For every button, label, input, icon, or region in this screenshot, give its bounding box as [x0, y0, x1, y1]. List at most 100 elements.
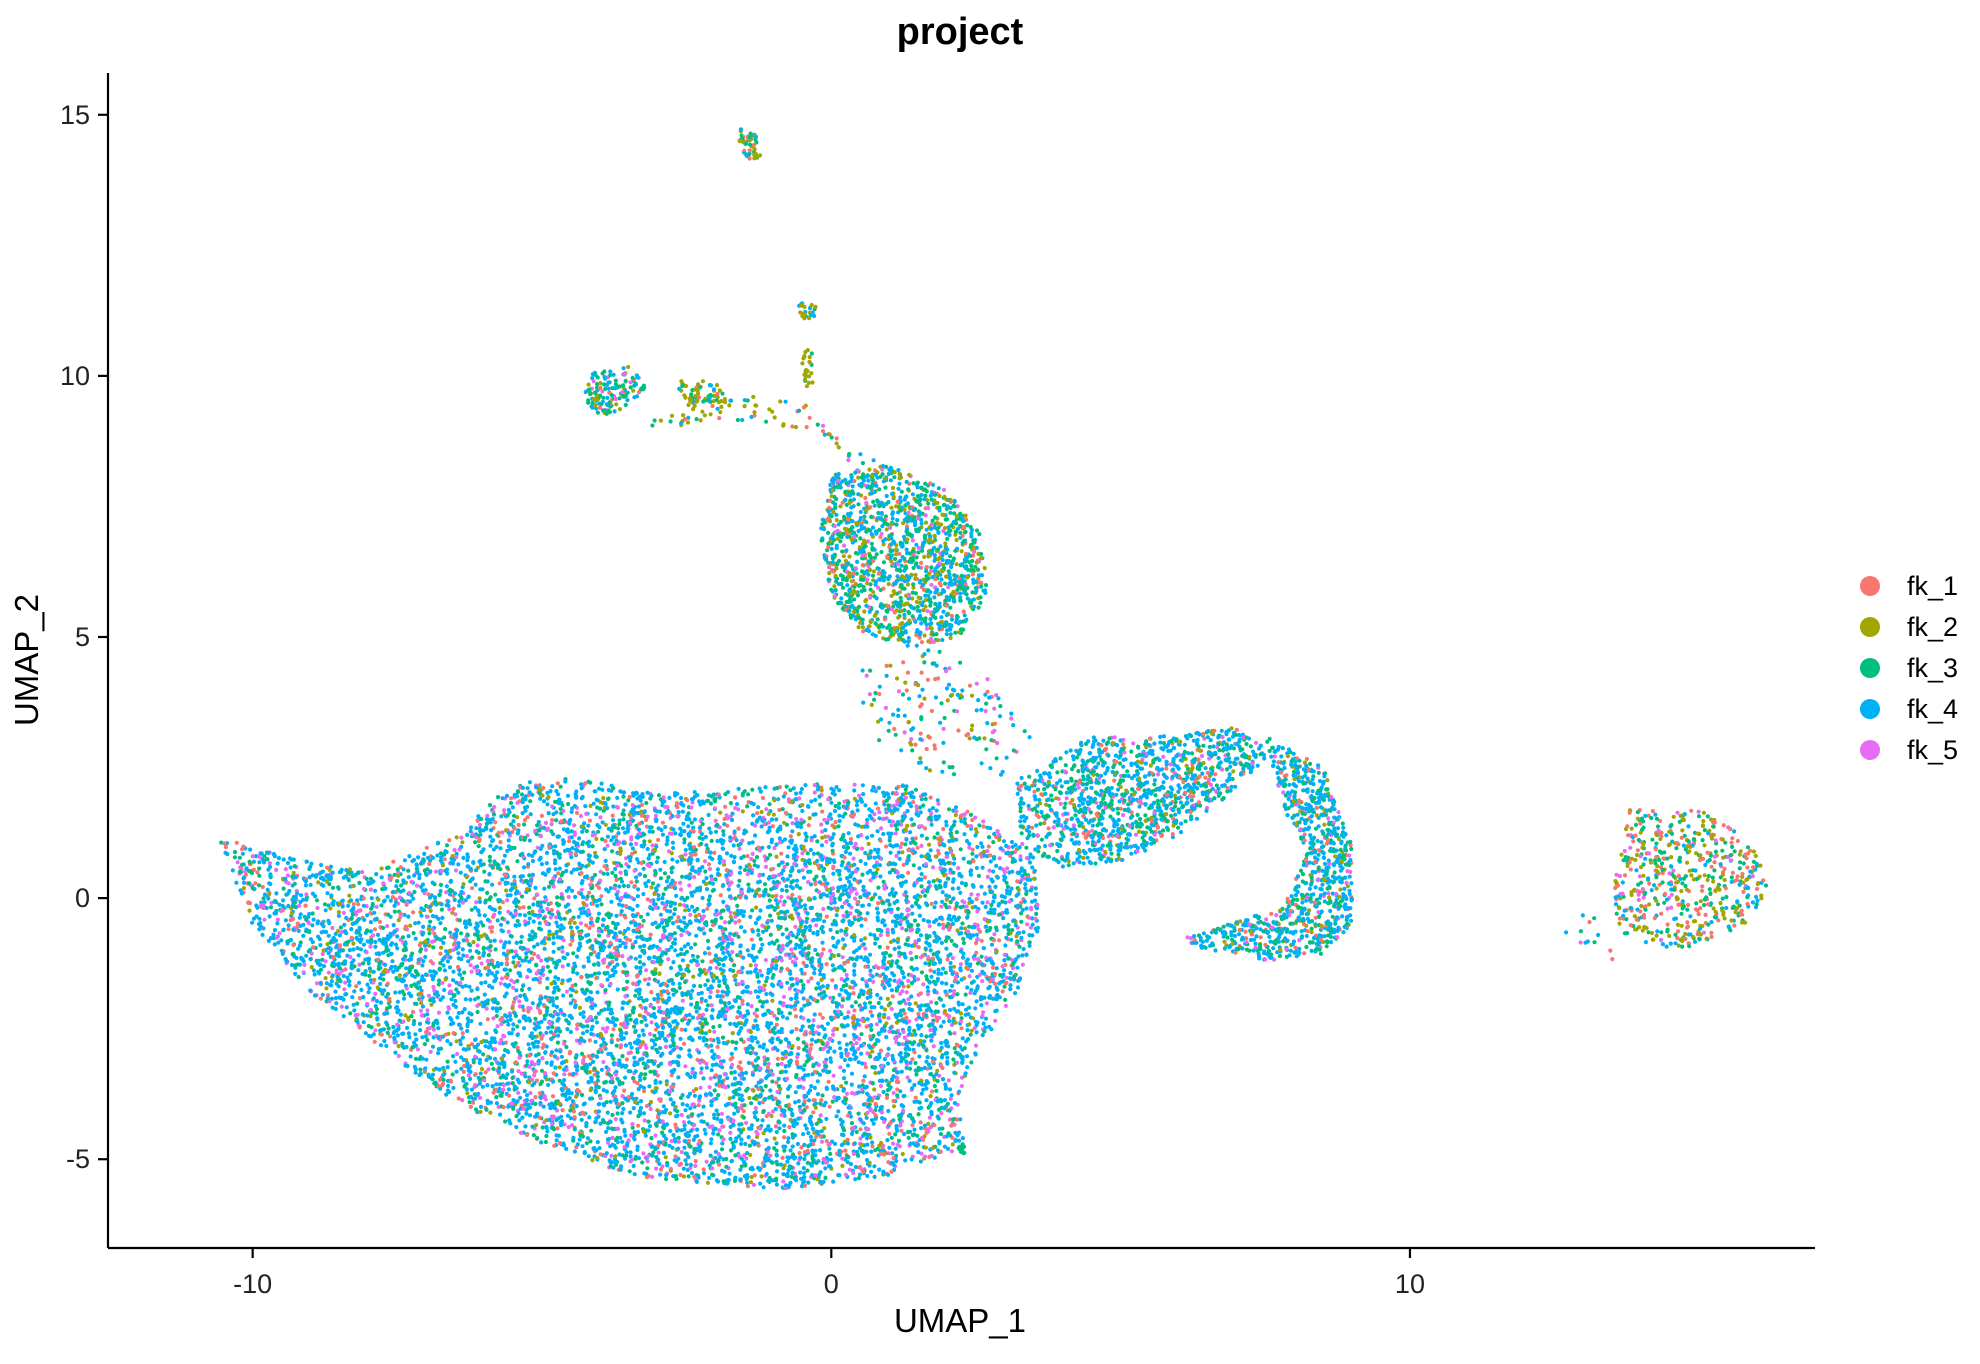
point-fk-4	[727, 1000, 732, 1006]
point-fk-3	[904, 927, 909, 933]
point-fk-4	[865, 817, 870, 823]
point-fk-4	[575, 1142, 580, 1147]
point-fk-1	[941, 826, 946, 832]
point-fk-4	[718, 994, 723, 999]
point-fk-5	[381, 881, 386, 886]
point-fk-1	[790, 892, 795, 898]
point-fk-4	[806, 1072, 811, 1078]
point-fk-2	[653, 1086, 658, 1091]
point-fk-4	[593, 1088, 598, 1093]
point-fk-2	[291, 870, 296, 875]
point-fk-4	[525, 1059, 530, 1064]
point-fk-3	[709, 838, 714, 844]
point-fk-4	[921, 917, 926, 923]
point-fk-5	[361, 886, 367, 892]
point-fk-4	[917, 1054, 922, 1059]
point-fk-5	[806, 979, 811, 984]
point-fk-3	[968, 812, 974, 818]
point-fk-4	[688, 1162, 694, 1167]
point-fk-4	[745, 1002, 750, 1007]
point-fk-5	[777, 899, 783, 904]
point-fk-5	[605, 1025, 610, 1030]
point-fk-4	[505, 920, 510, 925]
point-fk-3	[913, 1060, 918, 1066]
point-fk-3	[782, 1148, 787, 1153]
point-fk-4	[544, 850, 550, 856]
point-fk-4	[1008, 970, 1013, 976]
point-fk-4	[613, 1023, 618, 1028]
point-fk-4	[809, 1084, 814, 1089]
point-fk-2	[754, 905, 759, 910]
point-fk-4	[882, 955, 887, 960]
point-fk-4	[658, 1080, 663, 1085]
point-fk-4	[366, 961, 371, 966]
point-fk-5	[906, 978, 911, 984]
point-fk-4	[706, 812, 711, 818]
point-fk-4	[511, 1022, 516, 1027]
point-fk-4	[420, 963, 425, 968]
point-fk-4	[528, 812, 533, 817]
point-fk-1	[506, 1093, 512, 1098]
point-fk-5	[751, 1182, 757, 1187]
point-fk-3	[554, 818, 559, 823]
point-fk-4	[948, 960, 953, 966]
point-fk-3	[902, 916, 907, 921]
point-fk-4	[739, 925, 744, 930]
point-fk-4	[816, 784, 821, 789]
point-fk-4	[919, 872, 924, 877]
point-fk-5	[712, 1029, 717, 1034]
point-fk-4	[470, 876, 475, 881]
point-fk-4	[569, 870, 574, 875]
point-fk-3	[909, 956, 914, 962]
point-fk-3	[515, 918, 520, 924]
point-fk-2	[601, 796, 606, 801]
point-fk-4	[505, 848, 510, 854]
point-fk-1	[735, 1015, 740, 1020]
point-fk-3	[717, 1023, 722, 1029]
point-fk-2	[923, 1145, 929, 1150]
point-fk-3	[519, 792, 525, 797]
point-fk-4	[647, 1124, 653, 1129]
point-fk-5	[763, 864, 769, 870]
point-fk-4	[566, 962, 571, 968]
point-fk-3	[340, 948, 346, 953]
point-fk-5	[720, 1124, 725, 1129]
point-fk-3	[655, 925, 660, 930]
point-fk-4	[356, 968, 361, 973]
point-fk-4	[916, 1042, 921, 1047]
point-fk-4	[371, 969, 376, 975]
point-fk-3	[966, 860, 971, 865]
point-fk-2	[963, 926, 968, 931]
point-fk-4	[349, 965, 354, 971]
point-fk-4	[1019, 866, 1024, 871]
point-fk-1	[676, 915, 681, 920]
point-fk-4	[626, 854, 632, 860]
point-fk-4	[954, 837, 959, 842]
point-fk-4	[684, 1162, 689, 1167]
point-fk-4	[1024, 952, 1029, 958]
point-fk-5	[668, 1089, 673, 1094]
point-fk-2	[613, 1154, 618, 1159]
point-fk-3	[737, 1005, 742, 1010]
point-fk-5	[766, 1061, 771, 1066]
point-fk-4	[950, 886, 955, 891]
point-fk-3	[257, 866, 262, 871]
point-fk-4	[839, 928, 844, 933]
point-fk-4	[544, 1030, 549, 1035]
point-fk-4	[1035, 925, 1040, 931]
point-fk-4	[442, 968, 447, 973]
point-fk-4	[941, 1019, 946, 1024]
point-fk-4	[605, 834, 611, 839]
point-fk-1	[906, 870, 911, 875]
point-fk-4	[699, 1119, 704, 1124]
point-fk-4	[679, 1128, 684, 1133]
point-fk-4	[980, 844, 985, 849]
point-fk-4	[317, 971, 322, 976]
point-fk-1	[705, 906, 710, 911]
point-fk-3	[757, 949, 762, 954]
point-fk-4	[681, 821, 686, 826]
point-fk-5	[736, 982, 741, 987]
point-fk-4	[892, 978, 897, 983]
point-fk-3	[476, 995, 481, 1000]
point-fk-4	[618, 789, 623, 794]
